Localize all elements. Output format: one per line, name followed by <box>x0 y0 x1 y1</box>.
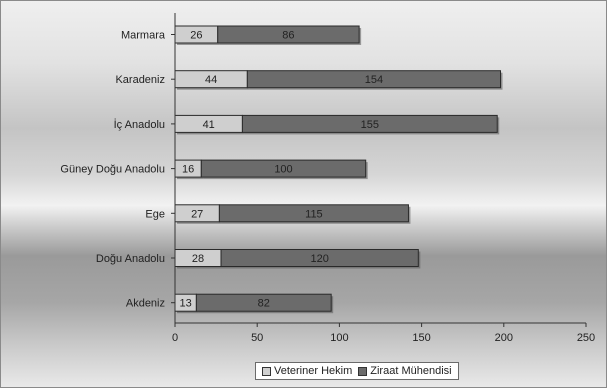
bar-ege-ziraat-muhendisi <box>218 204 409 223</box>
legend-swatch-veteriner-hekim <box>262 366 271 376</box>
x-tick-label-250: 250 <box>577 332 595 344</box>
legend-item-ziraat-muhendisi: Ziraat Mühendisi <box>358 365 452 377</box>
data-label-guney-dogu-anadolu-ziraat-muhendisi: 100 <box>274 164 292 176</box>
data-label-ege-ziraat-muhendisi: 115 <box>305 208 323 220</box>
bar-akdeniz-ziraat-muhendisi <box>195 293 332 312</box>
data-label-dogu-anadolu-veteriner-hekim: 28 <box>192 253 204 265</box>
category-label-akdeniz: Akdeniz <box>126 298 165 310</box>
category-label-karadeniz: Karadeniz <box>115 74 165 86</box>
data-label-ege-veteriner-hekim: 27 <box>191 208 203 220</box>
x-tick-label-200: 200 <box>495 332 513 344</box>
chart-legend: Veteriner Hekim Ziraat Mühendisi <box>255 362 459 380</box>
data-label-akdeniz-veteriner-hekim: 13 <box>180 298 192 310</box>
legend-swatch-ziraat-muhendisi <box>358 366 368 376</box>
x-tick-label-0: 0 <box>172 332 178 344</box>
data-label-akdeniz-ziraat-muhendisi: 82 <box>258 298 270 310</box>
category-label-guney-dogu-anadolu: Güney Doğu Anadolu <box>60 164 165 176</box>
bar-marmara-ziraat-muhendisi <box>217 25 360 44</box>
data-label-karadeniz-veteriner-hekim: 44 <box>205 74 217 86</box>
category-label-ege: Ege <box>145 208 165 220</box>
category-label-marmara: Marmara <box>121 30 166 42</box>
category-label-ic-anadolu: İç Anadolu <box>114 118 165 131</box>
bar-guney-dogu-anadolu-ziraat-muhendisi <box>200 159 367 178</box>
data-label-guney-dogu-anadolu-veteriner-hekim: 16 <box>182 164 194 176</box>
x-tick-label-150: 150 <box>412 332 430 344</box>
legend-label-ziraat-muhendisi: Ziraat Mühendisi <box>370 365 452 377</box>
data-label-karadeniz-ziraat-muhendisi: 154 <box>365 74 383 86</box>
x-tick-label-100: 100 <box>330 332 348 344</box>
data-label-marmara-ziraat-muhendisi: 86 <box>282 30 294 42</box>
data-label-ic-anadolu-ziraat-muhendisi: 155 <box>361 119 379 131</box>
data-label-ic-anadolu-veteriner-hekim: 41 <box>203 119 215 131</box>
legend-label-veteriner-hekim: Veteriner Hekim <box>274 365 353 377</box>
bar-ic-anadolu-ziraat-muhendisi <box>241 114 498 133</box>
data-label-marmara-veteriner-hekim: 26 <box>190 30 202 42</box>
x-tick-label-50: 50 <box>251 332 263 344</box>
bar-karadeniz-ziraat-muhendisi <box>246 70 502 89</box>
data-label-dogu-anadolu-ziraat-muhendisi: 120 <box>310 253 328 265</box>
bar-dogu-anadolu-ziraat-muhendisi <box>220 249 419 267</box>
legend-item-veteriner-hekim: Veteriner Hekim <box>262 365 352 377</box>
category-label-dogu-anadolu: Doğu Anadolu <box>96 253 165 265</box>
